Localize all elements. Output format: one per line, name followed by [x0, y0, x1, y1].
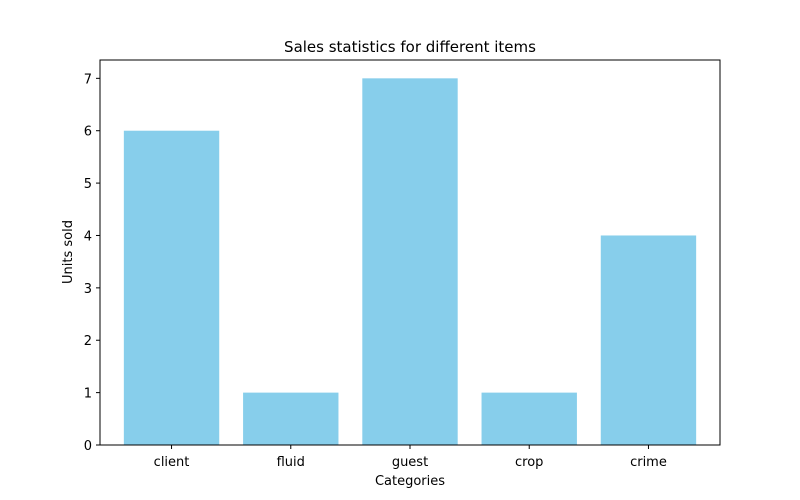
- bar-crime: [600, 235, 697, 445]
- bars-group: [123, 78, 697, 445]
- y-tick-label-4: 4: [84, 229, 92, 244]
- y-tick-label-3: 3: [84, 282, 92, 297]
- bar-client: [123, 130, 220, 445]
- y-axis-label: Units sold: [61, 220, 76, 284]
- y-tick-label-7: 7: [84, 72, 92, 87]
- x-tick-label-fluid: fluid: [277, 455, 305, 470]
- bar-crop: [481, 392, 577, 445]
- bar-guest: [362, 78, 458, 445]
- x-tick-label-client: client: [154, 455, 190, 470]
- bar-fluid: [243, 392, 339, 445]
- y-tick-label-2: 2: [84, 334, 92, 349]
- x-tick-label-crop: crop: [515, 455, 543, 470]
- y-tick-label-1: 1: [84, 387, 92, 402]
- chart-title: Sales statistics for different items: [284, 38, 536, 56]
- plot-frame: [99, 59, 721, 446]
- y-axis-ticks: 0 1 2 3 4 5 6 7: [84, 72, 100, 454]
- y-tick-label-0: 0: [84, 439, 92, 454]
- y-tick-label-5: 5: [84, 177, 92, 192]
- y-tick-label-6: 6: [84, 125, 92, 140]
- x-tick-label-crime: crime: [630, 455, 667, 470]
- x-tick-label-guest: guest: [392, 455, 428, 470]
- x-axis-label: Categories: [375, 474, 445, 489]
- x-axis-ticks: client fluid guest crop crime: [154, 445, 667, 470]
